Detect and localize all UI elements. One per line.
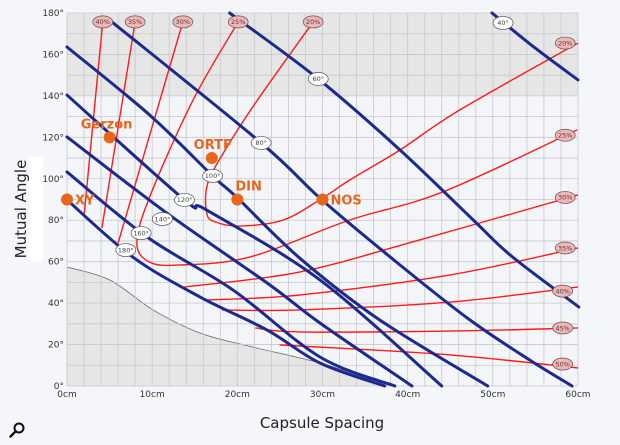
y-tick-label: 60° xyxy=(48,258,64,268)
data-point-label: Gerzon xyxy=(81,117,133,132)
percent-label: 35% xyxy=(558,244,572,252)
data-point xyxy=(61,193,73,206)
x-tick-label: 20cm xyxy=(225,390,250,400)
data-point xyxy=(316,193,329,206)
y-tick-label: 160° xyxy=(42,50,64,60)
angle-label-badge xyxy=(130,226,152,240)
percent-line xyxy=(117,21,184,244)
percent-label: 35% xyxy=(128,18,142,26)
angle-label: 80° xyxy=(255,139,267,147)
angle-line xyxy=(228,11,581,309)
x-tick-label: 60cm xyxy=(565,390,590,400)
data-point-label: DIN xyxy=(235,180,262,195)
percent-label-badge xyxy=(552,357,574,371)
percent-line xyxy=(204,247,579,301)
angle-line xyxy=(65,170,397,388)
x-tick-label: 50cm xyxy=(480,390,505,400)
angle-label: 100° xyxy=(205,172,221,180)
angle-label: 160° xyxy=(133,229,149,237)
percent-label: 30% xyxy=(176,18,190,26)
y-tick-label: 100° xyxy=(42,175,64,185)
percent-label: 45% xyxy=(555,324,569,332)
data-point xyxy=(103,131,116,144)
percent-label-badge xyxy=(554,128,576,142)
percent-label: 25% xyxy=(558,132,572,140)
x-tick-label: 40cm xyxy=(395,390,420,400)
percent-line xyxy=(222,286,579,312)
percent-label-badge xyxy=(554,191,576,204)
angle-line xyxy=(65,93,444,388)
shaded-lower-region xyxy=(67,267,392,386)
x-tick-label: 30cm xyxy=(310,390,335,400)
y-tick-label: 120° xyxy=(42,133,64,143)
y-axis-title: Mutual Angle xyxy=(12,160,30,259)
y-tick-label: 20° xyxy=(48,341,64,351)
x-tick-label: 10cm xyxy=(140,390,165,400)
angle-label-badge xyxy=(174,193,195,207)
percent-label: 30% xyxy=(558,194,572,202)
percent-label: 20% xyxy=(558,39,572,47)
angle-label-badge xyxy=(152,212,173,226)
angle-label-badge xyxy=(492,16,514,30)
percent-label: 20% xyxy=(306,18,320,26)
percent-line xyxy=(184,194,579,288)
percent-label-badge xyxy=(552,321,574,335)
percent-label-badge xyxy=(227,15,249,29)
y-tick-label: 0° xyxy=(54,382,64,392)
angle-label-badge xyxy=(307,72,329,86)
x-axis-title: Capsule Spacing xyxy=(260,414,384,432)
angle-line xyxy=(108,18,574,388)
percent-label-badge xyxy=(124,15,146,29)
y-tick-label: 140° xyxy=(42,92,64,102)
angle-label-badge xyxy=(115,243,137,257)
percent-label: 40% xyxy=(96,18,110,26)
angle-label-badge xyxy=(250,136,272,150)
percent-label-badge xyxy=(92,15,114,29)
y-tick-label: 180° xyxy=(42,9,64,19)
percent-line xyxy=(279,344,579,369)
percent-label-badge xyxy=(554,36,576,50)
percent-label-badge xyxy=(302,15,324,29)
x-tick-label: 0cm xyxy=(57,390,76,400)
data-point xyxy=(205,152,218,165)
data-point-label: NOS xyxy=(331,194,362,209)
angle-label: 180° xyxy=(118,246,134,254)
angle-label: 120° xyxy=(177,196,193,204)
percent-label: 25% xyxy=(231,18,245,26)
ylabel-backdrop xyxy=(29,157,43,261)
angle-label: 60° xyxy=(312,75,324,83)
data-point xyxy=(231,193,244,206)
y-tick-label: 80° xyxy=(48,216,64,226)
angle-label: 140° xyxy=(155,215,171,223)
percent-label-badge xyxy=(552,284,574,298)
data-point-label: ORTF xyxy=(194,138,232,153)
percent-label-badge xyxy=(172,15,194,29)
y-tick-label: 40° xyxy=(48,299,64,309)
magnifier-icon[interactable] xyxy=(9,422,25,438)
percent-line xyxy=(136,21,578,267)
data-point-label: XY xyxy=(75,194,95,209)
percent-line xyxy=(204,21,579,227)
angle-line xyxy=(65,135,414,388)
percent-label: 50% xyxy=(555,360,569,368)
angle-label: 40° xyxy=(497,19,509,27)
percent-label: 40% xyxy=(555,287,569,295)
angle-label-badge xyxy=(202,169,223,183)
percent-label-badge xyxy=(554,241,576,255)
